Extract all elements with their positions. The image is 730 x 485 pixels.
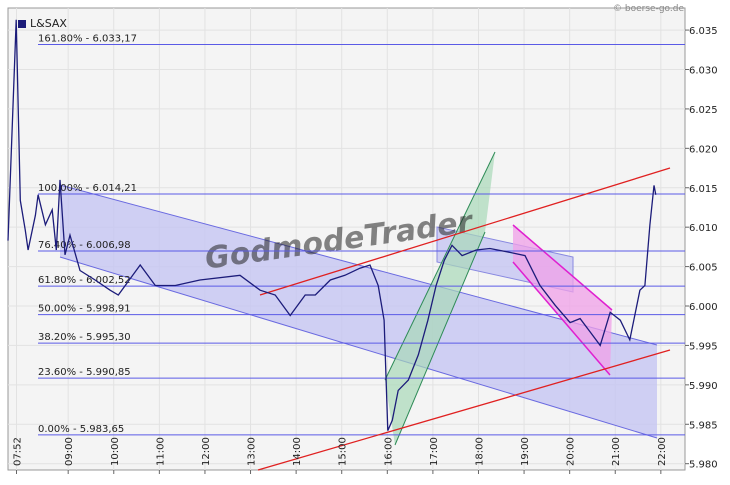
fib-label: 161.80% - 6.033,17 — [38, 34, 137, 45]
axes: 5.980 5.985 5.990 5.995 6.000 6.005 6.010 6.015… — [13, 26, 718, 474]
fib-label: 0.00% - 5.983,65 — [38, 424, 124, 435]
x-tick-label: 12:00 — [201, 437, 212, 466]
y-tick-label: 6.030 — [689, 65, 718, 76]
price-line — [7, 19, 657, 431]
fib-label: 50.00% - 5.998,91 — [38, 304, 131, 315]
pink-line — [512, 224, 613, 311]
trend-line — [257, 349, 671, 471]
pink-channel — [513, 225, 612, 375]
channel-line — [59, 256, 658, 439]
x-tick-label: 21:00 — [611, 437, 622, 466]
x-tick-label: 19:00 — [520, 437, 531, 466]
y-tick-label: 6.025 — [689, 105, 718, 116]
y-tick-label: 5.990 — [689, 381, 718, 392]
y-tick-label: 5.980 — [689, 460, 718, 471]
x-tick-label: 09:00 — [64, 437, 75, 466]
y-tick-label: 6.015 — [689, 184, 718, 195]
fib-label: 38.20% - 5.995,30 — [38, 332, 131, 343]
fib-label: 100.00% - 6.014,21 — [38, 183, 137, 194]
x-tick-label: 17:00 — [429, 437, 440, 466]
fib-levels: 161.80% - 6.033,17 100.00% - 6.014,21 76.4… — [38, 34, 685, 436]
source: © boerse-go.de — [613, 4, 684, 14]
fib-label: 76.40% - 6.006,98 — [38, 240, 131, 251]
y-tick-label: 6.020 — [689, 144, 718, 155]
green-line — [394, 231, 486, 446]
trend-line — [259, 167, 671, 296]
y-tick-label: 5.985 — [689, 420, 718, 431]
x-tick-label: 11:00 — [155, 437, 166, 466]
y-tick-label: 6.010 — [689, 223, 718, 234]
x-tick-label: 14:00 — [292, 437, 303, 466]
x-tick-label: 07:52 — [13, 437, 24, 466]
x-tick-label: 20:00 — [566, 437, 577, 466]
x-tick-label: 13:00 — [247, 437, 258, 466]
channel-fill — [60, 185, 657, 438]
x-tick-label: 22:00 — [657, 437, 668, 466]
y-tick-label: 6.000 — [689, 302, 718, 313]
y-tick-label: 6.035 — [689, 26, 718, 37]
y-tick-label: 6.005 — [689, 263, 718, 274]
y-tick-label: 5.995 — [689, 341, 718, 352]
pink-line — [512, 261, 611, 376]
x-tick-label: 18:00 — [474, 437, 485, 466]
green-line — [384, 151, 496, 381]
green-channel — [385, 152, 495, 445]
x-tick-label: 10:00 — [110, 437, 121, 466]
legend-swatch — [18, 20, 26, 28]
fib-label: 61.80% - 6.002,52 — [38, 275, 131, 286]
legend-label: L&SAX — [30, 17, 67, 30]
fib-label: 23.60% - 5.990,85 — [38, 367, 131, 378]
x-tick-label: 15:00 — [338, 437, 349, 466]
x-tick-label: 16:00 — [383, 437, 394, 466]
series — [7, 19, 657, 431]
